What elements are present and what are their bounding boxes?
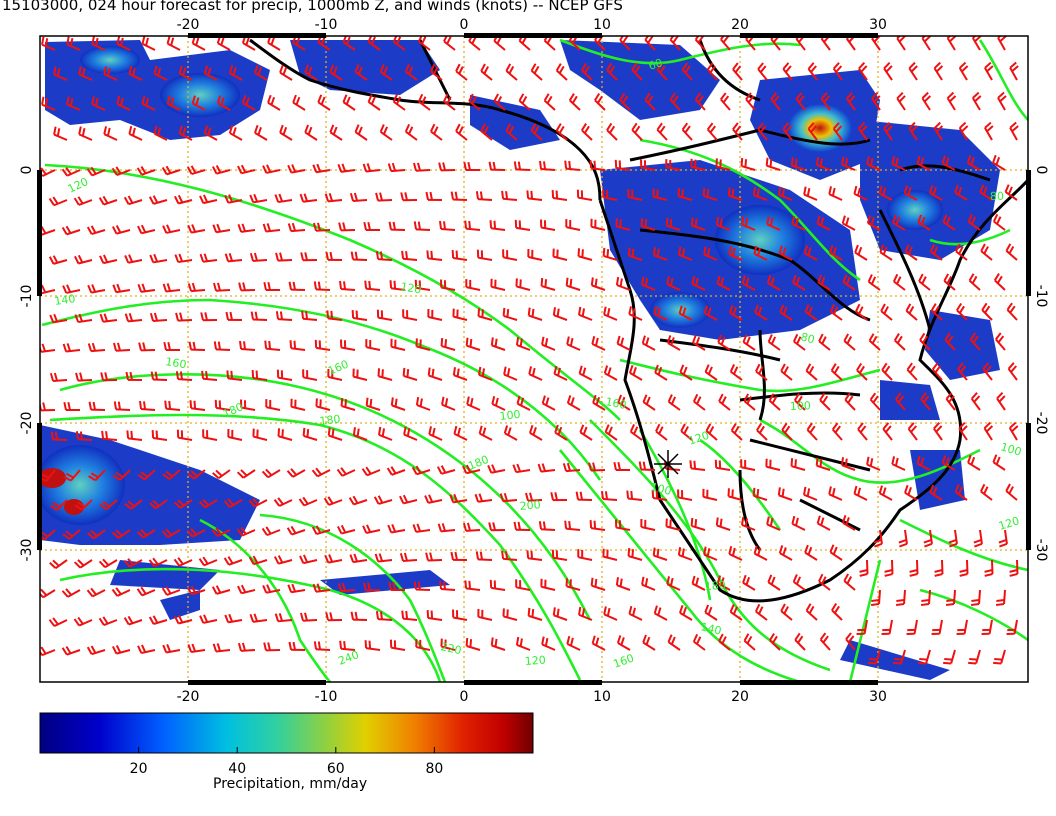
contour-label: 120 — [687, 429, 711, 448]
contour-label: 80 — [990, 190, 1004, 203]
lat-tick-left: -30 — [19, 539, 35, 562]
lat-tick-right: -20 — [1033, 412, 1049, 435]
colorbar-tick: 60 — [327, 761, 345, 777]
contour-label: 60 — [647, 56, 664, 73]
colorbar-ticks: 20 40 60 80 — [130, 747, 443, 777]
contour-label: 220 — [439, 640, 462, 657]
contour-label: 120 — [66, 175, 91, 196]
contour-label: 140 — [699, 620, 722, 637]
contour-label: 160 — [165, 355, 188, 371]
lon-tick-bottom: -10 — [315, 689, 338, 705]
contour-label: 160 — [612, 651, 636, 670]
lon-tick-bottom: 0 — [460, 689, 469, 705]
lon-tick-top: -10 — [315, 17, 338, 33]
contour-label: 100 — [790, 399, 811, 413]
lat-tick-right: -30 — [1033, 539, 1049, 562]
wind-barbs — [40, 36, 1019, 665]
lon-tick-top: -20 — [177, 17, 200, 33]
contour-label: 80 — [799, 330, 816, 346]
longitude-ticks-bottom: -20 -10 0 10 20 30 — [177, 689, 887, 705]
contour-label: 180 — [704, 579, 726, 593]
geopotential-contours — [41, 38, 1028, 682]
lon-tick-top: 10 — [593, 17, 611, 33]
lon-tick-top: 0 — [460, 17, 469, 33]
lon-tick-bottom: 10 — [593, 689, 611, 705]
map-title: 15103000, 024 hour forecast for precip, … — [2, 0, 623, 14]
lat-tick-right: 0 — [1033, 166, 1049, 175]
lat-tick-left: 0 — [19, 166, 35, 175]
lon-tick-bottom: 30 — [869, 689, 887, 705]
colorbar-label: Precipitation, mm/day — [213, 776, 368, 792]
lon-tick-bottom: -20 — [177, 689, 200, 705]
precipitation-field — [40, 40, 1000, 680]
latitude-ticks-left: 0 -10 -20 -30 — [19, 166, 35, 562]
lat-tick-left: -20 — [19, 412, 35, 435]
contour-label: 240 — [336, 648, 360, 668]
contour-label: 180 — [466, 453, 490, 473]
lon-tick-top: 30 — [869, 17, 887, 33]
lat-tick-left: -10 — [19, 285, 35, 308]
contour-label: 120 — [399, 280, 422, 296]
contour-label: 160 — [604, 395, 627, 412]
precip-colorbar — [39, 712, 534, 754]
latitude-ticks-right: 0 -10 -20 -30 — [1033, 166, 1049, 562]
axis-bars — [37, 33, 1031, 685]
lon-tick-bottom: 20 — [731, 689, 749, 705]
contour-label: 180 — [319, 413, 341, 428]
lat-tick-right: -10 — [1033, 285, 1049, 308]
contour-label: 100 — [999, 440, 1023, 458]
colorbar-tick: 80 — [425, 761, 443, 777]
colorbar-tick: 20 — [130, 761, 148, 777]
longitude-ticks-top: -20 -10 0 10 20 30 — [177, 17, 887, 33]
contour-label: 160 — [326, 358, 350, 378]
contour-label: 100 — [499, 408, 521, 423]
lon-tick-top: 20 — [731, 17, 749, 33]
contour-label: 120 — [997, 514, 1021, 533]
station-marker — [654, 450, 682, 478]
contour-label: 200 — [519, 498, 541, 513]
contour-label: 100 — [649, 480, 673, 498]
contour-label: 140 — [54, 292, 77, 308]
colorbar-tick: 40 — [228, 761, 246, 777]
contour-label: 120 — [524, 654, 546, 668]
